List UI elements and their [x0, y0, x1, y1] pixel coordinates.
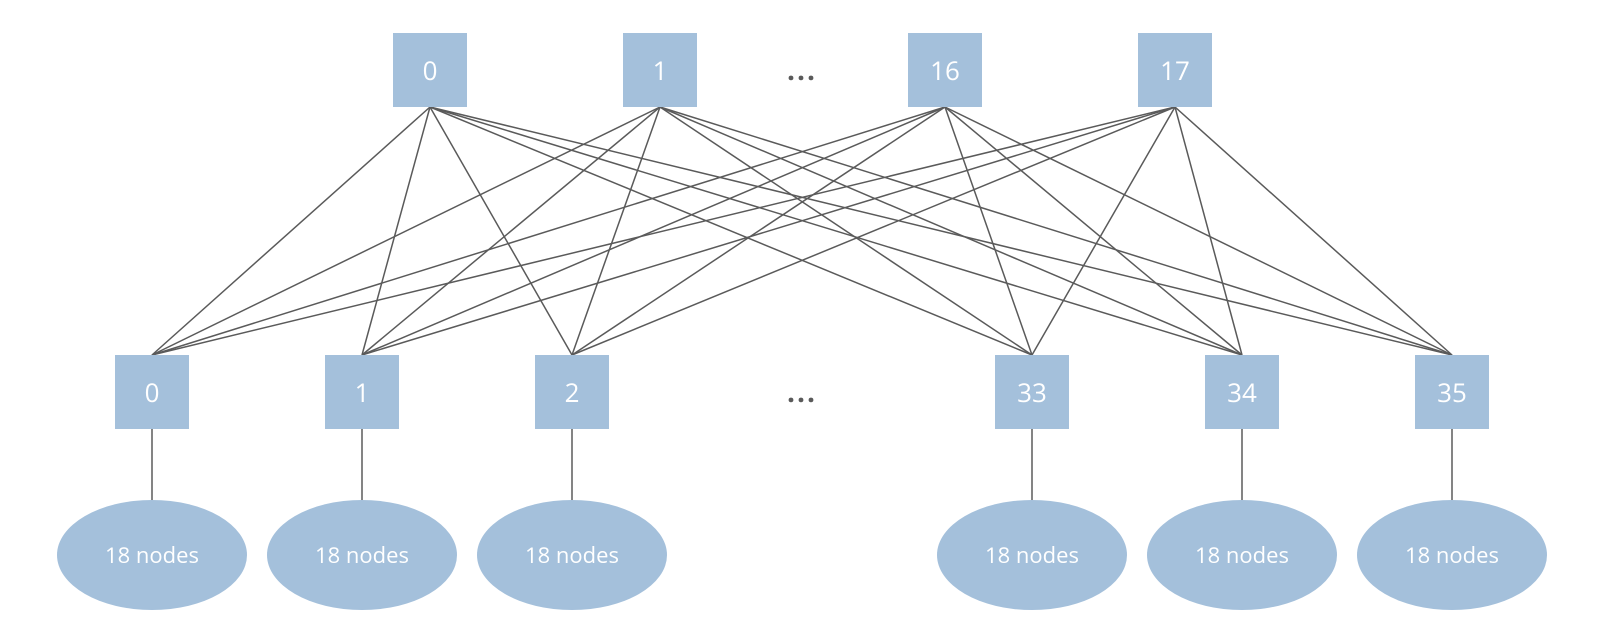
- edge: [660, 107, 1452, 355]
- leaf-node-label: 18 nodes: [1195, 540, 1289, 570]
- edge: [572, 107, 945, 355]
- edge: [152, 107, 430, 355]
- edge: [362, 107, 430, 355]
- top-node-label: 16: [930, 52, 960, 88]
- leaf-row: 18 nodes 18 nodes 18 nodes 18 nodes 18 nodes…: [57, 500, 1547, 610]
- leaf-node-label: 18 nodes: [105, 540, 199, 570]
- top-row: 0 1 16 17...: [393, 33, 1212, 107]
- top-node-label: 1: [653, 52, 668, 88]
- leaf-node-label: 18 nodes: [1405, 540, 1499, 570]
- edge: [362, 107, 945, 355]
- mid-node-label: 34: [1227, 374, 1257, 410]
- mid-node-label: 2: [565, 374, 580, 410]
- mid-node-label: 35: [1437, 374, 1467, 410]
- edges-mid-to-leaf: [152, 429, 1452, 500]
- mid-node-label: 0: [145, 374, 160, 410]
- edges-top-to-mid: [152, 107, 1452, 355]
- top-node-label: 0: [423, 52, 438, 88]
- ellipsis-icon: ...: [787, 51, 817, 89]
- leaf-node-label: 18 nodes: [985, 540, 1079, 570]
- edge: [660, 107, 1032, 355]
- leaf-node-label: 18 nodes: [315, 540, 409, 570]
- edge: [430, 107, 1242, 355]
- mid-node-label: 33: [1017, 374, 1047, 410]
- top-node-label: 17: [1160, 52, 1190, 88]
- ellipsis-icon: ...: [787, 373, 817, 411]
- edge: [1175, 107, 1242, 355]
- network-diagram: 011617...012333435...18 nodes18 nodes18 …: [0, 0, 1600, 628]
- mid-row: 0 1 2 33 34 35...: [115, 355, 1489, 429]
- mid-node-label: 1: [355, 374, 370, 410]
- edge: [152, 107, 945, 355]
- edge: [1175, 107, 1452, 355]
- edge: [660, 107, 1242, 355]
- leaf-node-label: 18 nodes: [525, 540, 619, 570]
